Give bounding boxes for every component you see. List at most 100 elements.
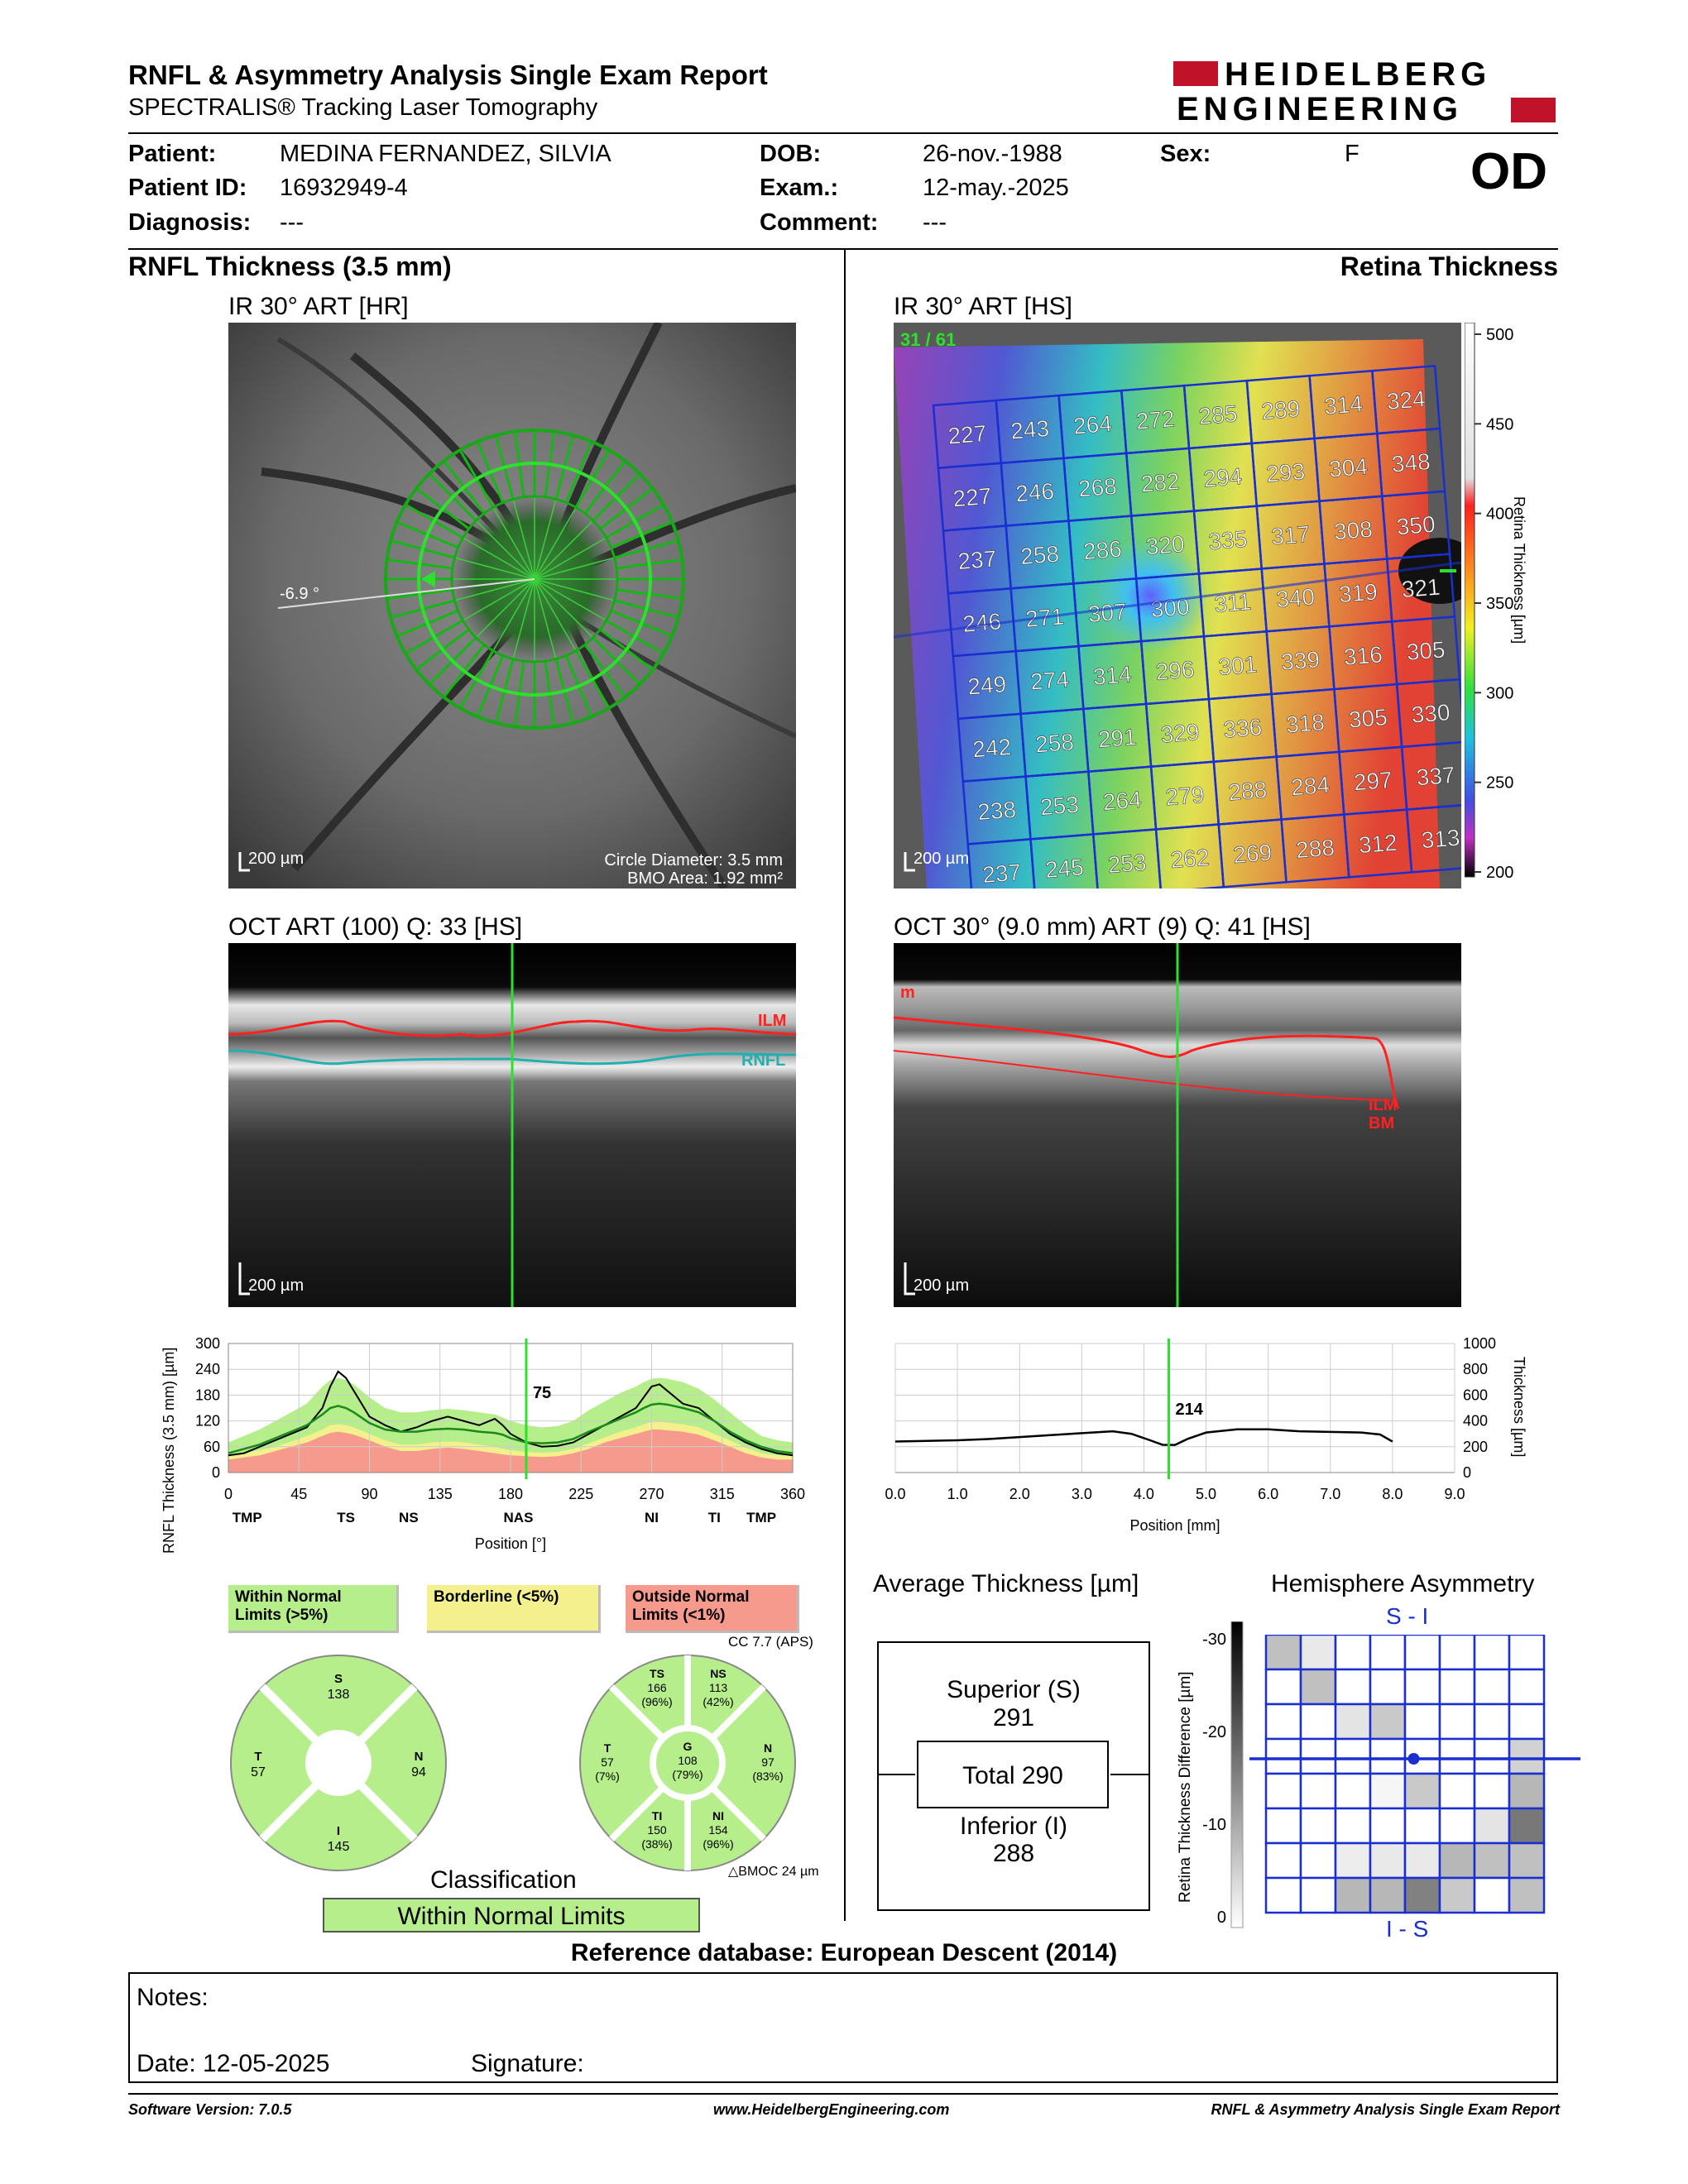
asymmetry-cell: [1508, 1807, 1546, 1845]
thickness-cell-value: 304: [1328, 453, 1369, 482]
asymmetry-cell: [1369, 1737, 1407, 1775]
rnfl-sector-label: NI: [645, 1510, 659, 1525]
thickness-cell-value: 318: [1285, 709, 1326, 738]
thickness-colorbar: 500 450 400 350 300 250 200 Retina Thickness […: [1464, 322, 1564, 885]
asymmetry-cell: [1438, 1807, 1476, 1845]
asymmetry-cell: [1508, 1633, 1546, 1671]
thickness-cell-value: 242: [971, 734, 1012, 763]
asymmetry-cell: [1508, 1772, 1546, 1810]
asymmetry-cell: [1264, 1772, 1302, 1810]
sector-ts-value: 166: [647, 1681, 667, 1694]
thickness-cell-value: 243: [1009, 415, 1050, 444]
asymmetry-title: Hemisphere Asymmetry: [1271, 1570, 1535, 1597]
retina-section-title: Retina Thickness: [1340, 251, 1558, 281]
sector-ni-label: NI: [712, 1809, 724, 1822]
thickness-cell-value: 348: [1391, 448, 1431, 477]
asymmetry-cell: [1264, 1842, 1302, 1880]
asymmetry-cell: [1369, 1668, 1407, 1706]
rnfl-y-tick: 300: [195, 1335, 220, 1352]
sector-ts-label: TS: [650, 1667, 664, 1680]
thickness-cell-value: 305: [1348, 704, 1388, 733]
thickness-cell-value: 286: [1082, 536, 1123, 565]
retina-x-tick: 3.0: [1072, 1486, 1092, 1502]
quad-n-value: 94: [411, 1765, 426, 1779]
asymmetry-cell: [1334, 1876, 1372, 1914]
bmoc-value: △BMOC 24 µm: [728, 1865, 819, 1879]
header-rule: [128, 132, 1558, 134]
thickness-cell-value: 268: [1077, 473, 1118, 502]
oct-bscan-left: ILM RNFL 200 µm: [228, 943, 796, 1307]
asymmetry-cell: [1473, 1807, 1511, 1845]
asymmetry-cell: [1299, 1876, 1337, 1914]
thickness-cell-value: 246: [1014, 478, 1055, 507]
thickness-cell-value: 284: [1290, 772, 1331, 801]
asymmetry-cell: [1369, 1842, 1407, 1880]
thickness-cell-value: 340: [1275, 584, 1316, 613]
thickness-cell-value: 301: [1217, 651, 1258, 680]
asymmetry-top-label: S - I: [1386, 1603, 1429, 1629]
rnfl-series-line: [228, 1402, 794, 1454]
asymmetry-cell: [1508, 1668, 1546, 1706]
asymmetry-cell: [1264, 1876, 1302, 1914]
thickness-cell-value: 316: [1343, 641, 1383, 670]
thickness-cell: [1405, 803, 1461, 874]
superior-value: 291: [992, 1704, 1035, 1731]
retina-cursor-value: 214: [1175, 1401, 1203, 1419]
rnfl-y-axis-label: RNFL Thickness (3.5 mm) [µm]: [161, 1348, 177, 1554]
thickness-cell-value: 269: [1232, 840, 1273, 869]
diagnosis-label: Diagnosis:: [128, 209, 252, 236]
retina-x-tick: 8.0: [1382, 1486, 1403, 1502]
asymmetry-cell: [1473, 1876, 1511, 1914]
asymmetry-cell: [1473, 1668, 1511, 1706]
sector-ns-pct: (42%): [703, 1695, 733, 1708]
quad-i-value: 145: [328, 1840, 350, 1854]
rnfl-section-title: RNFL Thickness (3.5 mm): [128, 251, 452, 281]
retina-profile-chart: 0 200 400 600 800 1000 0.0 1.0 2.0 3.0 4.0 5.0 6.0 7.…: [885, 1324, 1556, 1555]
asymmetry-cell: [1299, 1842, 1337, 1880]
oct-left-scale: 200 µm: [248, 1276, 304, 1295]
asymmetry-cell: [1299, 1668, 1337, 1706]
thickness-cell-value: 335: [1207, 526, 1248, 555]
ir-right-title: IR 30° ART [HS]: [894, 293, 1072, 320]
asymmetry-cell: [1438, 1703, 1476, 1741]
thickness-cell-value: 317: [1270, 521, 1311, 550]
oct-rnfl-label: RNFL: [741, 1051, 785, 1070]
thickness-cell-value: 282: [1140, 468, 1181, 497]
thickness-cell-value: 350: [1396, 511, 1436, 540]
thickness-cell-value: 321: [1401, 574, 1441, 603]
oct-bm-label: BM: [1369, 1114, 1394, 1133]
asymmetry-cell: [1473, 1842, 1511, 1880]
sector-n-label: N: [764, 1741, 772, 1755]
colorbar-label: Retina Thickness [µm]: [1511, 496, 1527, 644]
asymmetry-cell: [1438, 1876, 1476, 1914]
asymmetry-cell: [1264, 1668, 1302, 1706]
asymmetry-scale-tick: -30: [1202, 1631, 1226, 1649]
asymmetry-cell: [1369, 1772, 1407, 1810]
thickness-cell-value: 245: [1044, 855, 1085, 884]
circle-diameter: Circle Diameter: 3.5 mm: [604, 851, 783, 869]
asymmetry-cell: [1369, 1876, 1407, 1914]
retina-x-tick: 5.0: [1196, 1486, 1216, 1502]
retina-y-tick: 0: [1463, 1464, 1471, 1481]
quad-t-value: 57: [251, 1765, 266, 1779]
patient-name: MEDINA FERNANDEZ, SILVIA: [280, 141, 611, 167]
sector-n-value: 97: [761, 1755, 774, 1769]
thickness-cell-value: 293: [1265, 458, 1306, 487]
thickness-cell-value: 313: [1421, 825, 1461, 854]
retina-x-tick: 6.0: [1258, 1486, 1278, 1502]
thickness-cell-value: 279: [1164, 782, 1205, 811]
asymmetry-cell: [1264, 1807, 1302, 1845]
thickness-cell-value: 258: [1019, 541, 1060, 570]
retina-x-tick: 2.0: [1009, 1486, 1030, 1502]
thickness-cell-value: 288: [1295, 835, 1336, 864]
dob: 26-nov.-1988: [923, 141, 1062, 167]
rnfl-cursor-value: 75: [533, 1384, 551, 1402]
sector-g-value: 108: [678, 1754, 698, 1767]
quad-s-value: 138: [328, 1688, 350, 1702]
retina-series-line: [894, 1428, 1393, 1446]
sector-n-pct: (83%): [752, 1770, 783, 1783]
rnfl-x-tick: 180: [498, 1486, 523, 1502]
thickness-cell-value: 319: [1338, 579, 1379, 608]
comment-label: Comment:: [760, 209, 879, 236]
reference-database: Reference database: European Descent (20…: [570, 1939, 1118, 1966]
